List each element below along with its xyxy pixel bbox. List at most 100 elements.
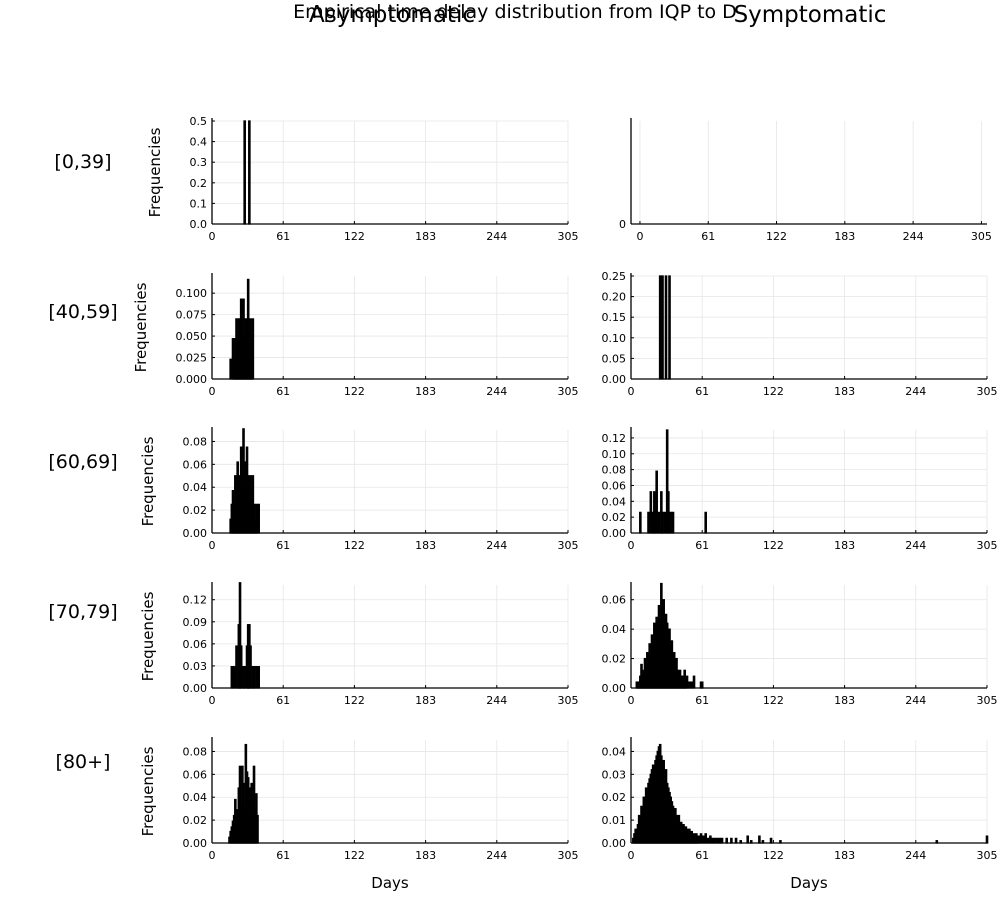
y-tick-label: 0.025 <box>176 352 208 365</box>
y-tick-label: 0.03 <box>183 660 208 673</box>
x-tick-label: 244 <box>486 694 507 707</box>
x-tick-label: 122 <box>763 849 784 862</box>
x-tick-label: 61 <box>695 385 709 398</box>
bar <box>685 675 689 689</box>
x-axis-label: Days <box>371 874 409 892</box>
y-tick-label: 0.04 <box>183 481 208 494</box>
bar <box>730 837 733 844</box>
y-tick-label: 0.06 <box>183 458 208 471</box>
y-tick-label: 0.050 <box>176 330 208 343</box>
x-tick-label: 305 <box>977 694 998 707</box>
y-tick-label: 0.12 <box>602 432 627 445</box>
bar <box>243 666 246 689</box>
y-tick-label: 0.100 <box>176 287 208 300</box>
y-tick-label: 0.12 <box>183 594 208 607</box>
y-tick-label: 0.04 <box>183 791 208 804</box>
y-tick-label: 0.02 <box>183 504 208 517</box>
y-tick-label: 0.04 <box>602 623 627 636</box>
x-tick-label: 305 <box>558 694 579 707</box>
y-tick-label: 0.25 <box>602 270 627 283</box>
bar <box>704 511 708 534</box>
bar <box>232 666 236 689</box>
bar <box>647 511 650 534</box>
x-tick-label: 61 <box>276 849 290 862</box>
x-tick-label: 305 <box>558 849 579 862</box>
y-tick-label: 0.06 <box>183 638 208 651</box>
x-tick-label: 183 <box>415 385 436 398</box>
bar <box>658 275 662 380</box>
bar <box>661 275 664 380</box>
bar <box>669 511 672 534</box>
y-tick-label: 0.06 <box>183 768 208 781</box>
x-tick-label: 244 <box>903 230 924 243</box>
x-tick-label: 183 <box>415 230 436 243</box>
x-tick-label: 61 <box>276 694 290 707</box>
x-tick-label: 305 <box>558 230 579 243</box>
x-tick-label: 183 <box>834 385 855 398</box>
y-tick-label: 0.15 <box>602 311 627 324</box>
panel-3-1: 0 61 122 183 244 305 0.00 0.02 0.04 0.06 <box>602 582 998 707</box>
x-axis-label: Days <box>790 874 828 892</box>
x-tick-label: 244 <box>905 849 926 862</box>
bar <box>653 491 656 534</box>
panel-1-0: 0 61 122 183 244 305 0.000 0.025 0.050 0.075 0.100… <box>132 273 579 398</box>
x-tick-label: 0 <box>209 694 216 707</box>
bar <box>255 666 258 689</box>
x-tick-label: 244 <box>486 230 507 243</box>
y-tick-label: 0.2 <box>190 177 208 190</box>
y-axis-label: Frequencies <box>146 127 164 217</box>
x-tick-label: 305 <box>977 385 998 398</box>
column-title-symptomatic: Symptomatic <box>734 2 887 28</box>
y-tick-label: 0.20 <box>602 291 627 304</box>
bar <box>692 675 696 689</box>
y-tick-label: 0 <box>619 218 626 231</box>
y-tick-label: 0.06 <box>602 479 627 492</box>
bar <box>248 120 251 225</box>
row-label-40-59: [40,59] <box>48 301 117 323</box>
x-tick-label: 0 <box>628 539 635 552</box>
x-tick-label: 0 <box>209 230 216 243</box>
x-tick-label: 61 <box>276 230 290 243</box>
bar <box>704 833 708 844</box>
bar <box>639 511 642 534</box>
chart-panels: 0 61 122 183 244 305 0.0 0.1 0.2 0.3 0.4 0.5 Frequen… <box>132 115 998 892</box>
y-tick-label: 0.00 <box>602 373 627 386</box>
x-tick-label: 183 <box>834 539 855 552</box>
x-tick-label: 61 <box>276 539 290 552</box>
row-label-60-69: [60,69] <box>48 451 117 473</box>
x-tick-label: 244 <box>486 539 507 552</box>
bar <box>758 835 761 844</box>
column-title-asymptomatic: Asymptomatic <box>309 2 475 28</box>
bar <box>251 318 255 380</box>
bar <box>249 645 252 689</box>
bar <box>702 835 705 844</box>
y-tick-label: 0.00 <box>602 527 627 540</box>
bar <box>663 511 667 534</box>
bar <box>664 275 668 380</box>
bar <box>697 835 700 844</box>
bar <box>252 666 256 689</box>
bar <box>671 511 675 534</box>
bar <box>229 358 232 380</box>
x-tick-label: 183 <box>415 849 436 862</box>
bar <box>257 503 260 534</box>
x-tick-label: 305 <box>558 385 579 398</box>
x-tick-label: 122 <box>344 694 365 707</box>
row-label-70-79: [70,79] <box>48 601 117 623</box>
x-tick-label: 122 <box>763 385 784 398</box>
x-tick-label: 0 <box>636 230 643 243</box>
y-tick-label: 0.02 <box>183 814 208 827</box>
bar <box>718 837 722 844</box>
y-tick-label: 0.00 <box>183 682 208 695</box>
x-tick-label: 183 <box>834 849 855 862</box>
y-tick-label: 0.06 <box>602 594 627 607</box>
y-tick-label: 0.08 <box>602 464 627 477</box>
panel-3-0: 0 61 122 183 244 305 0.00 0.03 0.06 0.09 0.12 Frequ… <box>139 582 579 707</box>
figure-title: Empirical time delay distribution from I… <box>293 1 737 23</box>
x-tick-label: 0 <box>209 849 216 862</box>
x-tick-label: 244 <box>905 539 926 552</box>
y-tick-label: 0.05 <box>602 352 627 365</box>
bar <box>688 681 691 689</box>
panel-2-1: 0 61 122 183 244 305 0.00 0.02 0.04 0.06 0.08 0.10 0… <box>602 427 998 552</box>
